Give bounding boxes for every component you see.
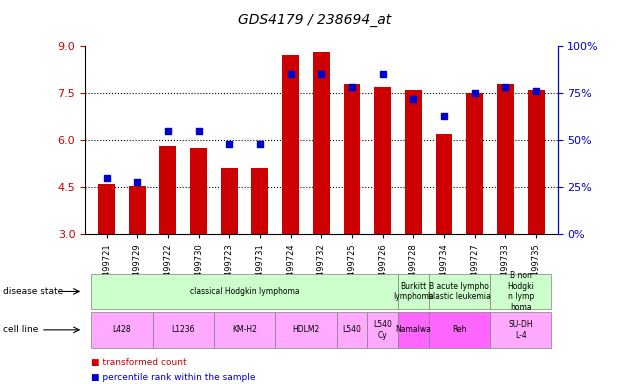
Bar [528,90,544,234]
Point [377,71,387,78]
Bar [282,56,299,234]
Text: Namalwa: Namalwa [396,325,432,334]
Text: GDS4179 / 238694_at: GDS4179 / 238694_at [238,13,392,27]
Point [193,127,203,134]
Text: L428: L428 [113,325,131,334]
Point [316,71,326,78]
Point [101,175,112,181]
Point [500,84,510,91]
Bar [129,185,146,234]
Point [163,127,173,134]
Bar [343,84,360,234]
Text: disease state: disease state [3,287,64,296]
Bar [466,93,483,234]
Text: KM-H2: KM-H2 [232,325,257,334]
Point [439,113,449,119]
Text: L1236: L1236 [171,325,195,334]
Bar [251,169,268,234]
Text: SU-DH
L-4: SU-DH L-4 [508,320,533,339]
Point [132,179,142,185]
Point [224,141,234,147]
Bar [435,134,452,234]
Text: Reh: Reh [452,325,467,334]
Point [347,84,357,91]
Text: L540: L540 [343,325,362,334]
Point [285,71,295,78]
Bar [159,146,176,234]
Point [531,88,541,94]
Text: ■ percentile rank within the sample: ■ percentile rank within the sample [91,372,256,382]
Bar [190,148,207,234]
Bar [497,84,514,234]
Bar [313,52,329,234]
Text: cell line: cell line [3,325,38,334]
Point [470,90,480,96]
Bar [221,169,238,234]
Text: ■ transformed count: ■ transformed count [91,358,187,367]
Text: L540
Cy: L540 Cy [373,320,392,339]
Bar [374,87,391,234]
Text: Burkitt
lymphoma: Burkitt lymphoma [393,282,433,301]
Text: classical Hodgkin lymphoma: classical Hodgkin lymphoma [190,287,299,296]
Bar [98,184,115,234]
Point [255,141,265,147]
Text: HDLM2: HDLM2 [292,325,319,334]
Text: B non
Hodgki
n lymp
homa: B non Hodgki n lymp homa [507,271,534,311]
Text: B acute lympho
blastic leukemia: B acute lympho blastic leukemia [428,282,491,301]
Bar [405,90,421,234]
Point [408,96,418,102]
